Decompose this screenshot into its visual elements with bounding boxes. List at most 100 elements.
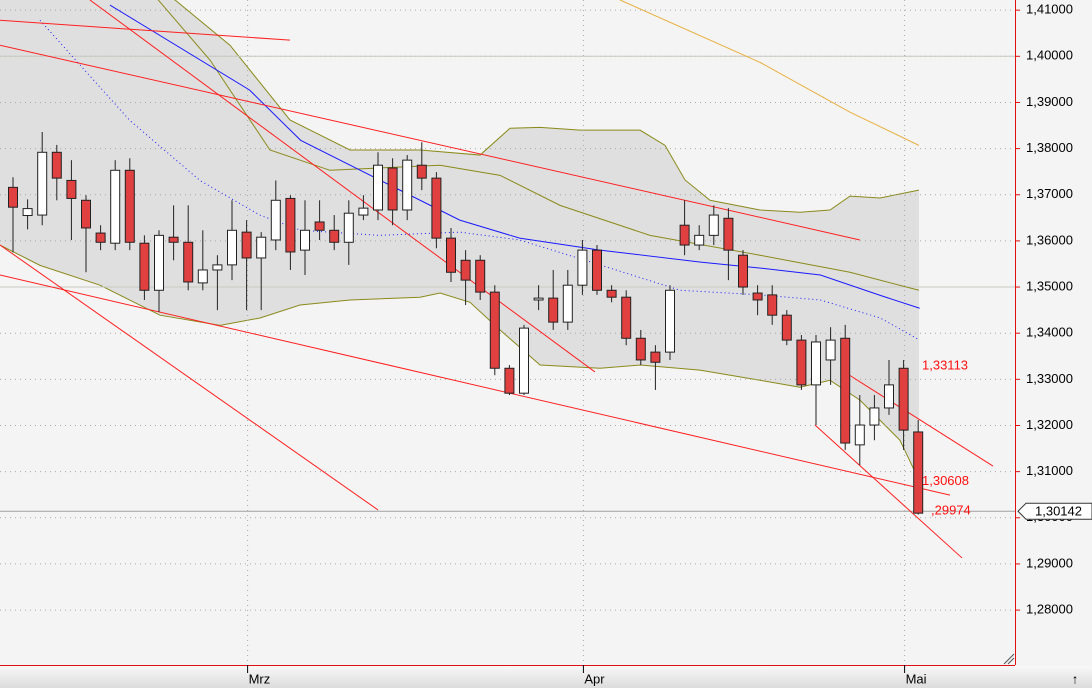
overlay-line (619, 0, 920, 146)
candle-body (621, 296, 632, 339)
x-tick-label: Apr (584, 671, 605, 686)
candle-body (869, 407, 880, 426)
corner-symbol[interactable]: ↑ (1072, 671, 1079, 686)
candle-body (285, 197, 296, 253)
candle-body (840, 337, 851, 444)
y-tick-label: 1,35000 (1026, 278, 1073, 293)
candle-body (241, 231, 252, 259)
candle-body (358, 207, 369, 216)
candle-body (708, 214, 719, 236)
candle-body (95, 232, 106, 243)
candle-body (665, 289, 675, 353)
band-line (173, 0, 920, 213)
overlay-line (89, 0, 596, 373)
candle-body (738, 254, 748, 288)
candle-body (256, 236, 267, 259)
axis-background (1015, 0, 1092, 665)
candle-body (343, 212, 354, 243)
overlay-line (847, 373, 994, 467)
candle-body (767, 294, 778, 316)
price-annotation: ,29974 (931, 502, 971, 517)
candle-body (898, 367, 909, 431)
candle-body (489, 291, 500, 369)
y-tick-label: 1,41000 (1026, 2, 1073, 17)
candle-body (387, 167, 398, 211)
candle-body (825, 339, 836, 361)
overlay-line (157, 0, 920, 291)
candle-body (227, 229, 237, 266)
candle-body (577, 249, 588, 286)
overlay-line (0, 19, 290, 41)
candle-body (197, 269, 208, 284)
x-tick-label: Mrz (249, 671, 271, 686)
price-annotation: 1,33113 (922, 358, 968, 373)
candle-body (796, 339, 807, 386)
candle-body (300, 229, 310, 251)
candle-body (373, 164, 383, 211)
candle-body (679, 224, 690, 246)
candle-body (154, 234, 164, 291)
candle-body (329, 229, 340, 243)
overlay-line (814, 424, 963, 559)
y-tick-label: 1,34000 (1026, 325, 1073, 340)
price-annotation: 1,30608 (922, 473, 969, 488)
candle-body (592, 249, 602, 291)
plot-area (0, 0, 1015, 665)
candle-body (183, 241, 194, 283)
candle-body (913, 431, 924, 514)
candle-body (752, 292, 763, 301)
y-tick-label: 1,29000 (1026, 555, 1073, 570)
candle-body (402, 159, 413, 211)
candle-body (81, 199, 91, 229)
candle-body (884, 384, 894, 409)
candle-body (139, 242, 150, 291)
candle-body (548, 297, 559, 323)
y-tick-label: 1,32000 (1026, 417, 1073, 432)
overlay-line (0, 274, 951, 496)
candle-body (781, 314, 792, 341)
candle-body (168, 236, 179, 243)
overlay-line (109, 4, 920, 309)
candle-body (504, 367, 515, 394)
candle-body (37, 151, 48, 216)
candle-body (416, 164, 427, 179)
candle-body (8, 186, 18, 208)
candle-body (460, 259, 471, 281)
candle-body (124, 169, 135, 243)
candle-body (66, 179, 77, 199)
candle-body (562, 284, 573, 323)
candle-body (431, 177, 442, 239)
resize-grip[interactable] (1003, 653, 1015, 665)
candle-body (110, 169, 121, 244)
candle-body (519, 327, 529, 394)
last-price-marker (1017, 502, 1092, 520)
candle-body (51, 151, 62, 179)
y-tick-label: 1,31000 (1026, 463, 1073, 478)
candle-body (446, 237, 456, 273)
candle-body (606, 289, 617, 298)
candle-body (22, 208, 33, 217)
y-tick-label: 1,40000 (1026, 48, 1073, 63)
candle-body (723, 217, 734, 251)
candle-body (270, 199, 281, 241)
time-axis-strip (0, 666, 1092, 688)
x-axis: Mrz Apr Mai (247, 665, 927, 686)
last-price-label: 1,30142 (1035, 504, 1082, 519)
y-tick-label: 1,33000 (1026, 371, 1073, 386)
y-tick-label: 1,36000 (1026, 232, 1073, 247)
candle-body (212, 264, 223, 271)
overlay-line (0, 44, 861, 241)
candle-body (694, 234, 705, 246)
y-tick-label: 1,39000 (1026, 94, 1073, 109)
candle-body (475, 259, 486, 293)
axis-area: 1,41000 1,40000 1,39000 1,38000 1,37000 1,360… (1015, 2, 1073, 617)
candle-body (650, 351, 661, 363)
band-area (0, 0, 919, 480)
y-tick-label: 1,37000 (1026, 186, 1073, 201)
y-tick-label: 1,28000 (1026, 602, 1073, 617)
candle-body (854, 424, 865, 446)
y-tick-label: 1,38000 (1026, 140, 1073, 155)
candle-body (811, 341, 821, 386)
